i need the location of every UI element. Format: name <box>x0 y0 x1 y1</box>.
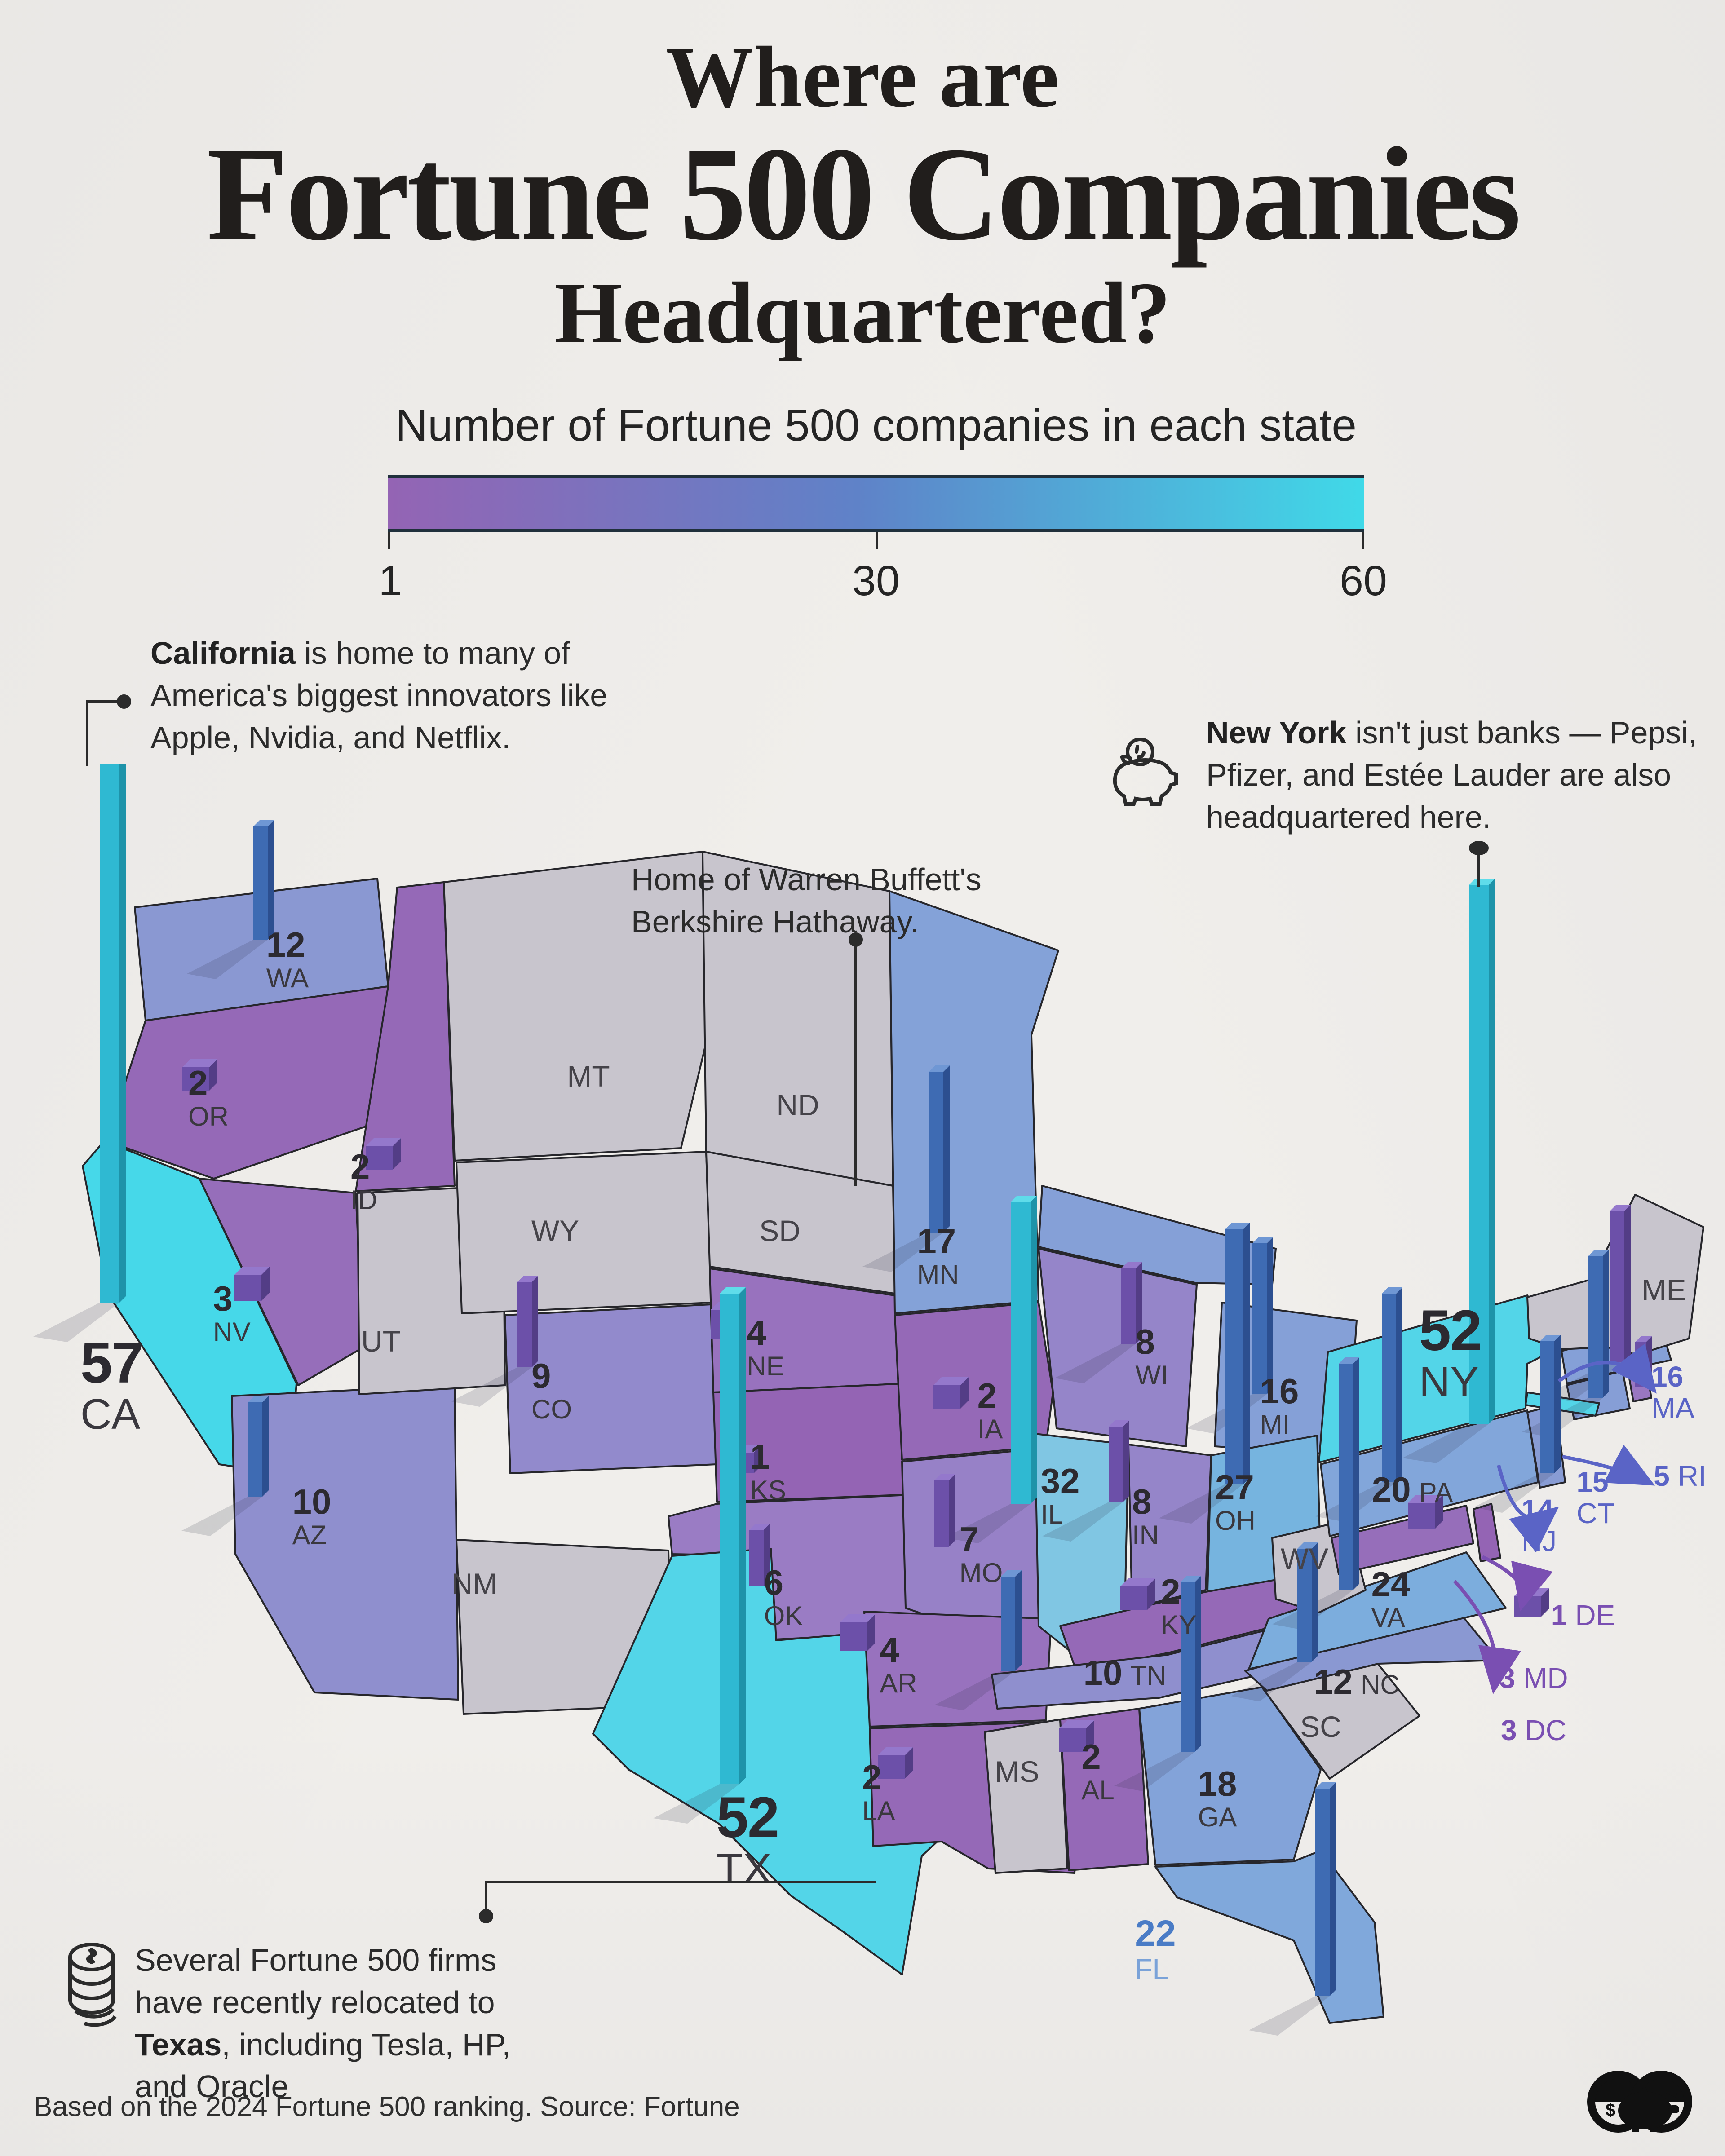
california-note: California is home to many of America's … <box>150 632 681 759</box>
legend-ticks: 1 30 60 <box>379 532 1387 605</box>
bar-shadow-oh <box>1159 1484 1243 1524</box>
source-note: Based on the 2024 Fortune 500 ranking. S… <box>34 2091 740 2122</box>
bar-tx <box>720 1287 746 1784</box>
bar-shadow-mn <box>862 1233 943 1272</box>
legend-tick-max: 60 <box>1340 557 1387 605</box>
bar-shadow-fl <box>1249 1996 1330 2036</box>
bar-ar <box>840 1614 875 1651</box>
bar-mo <box>934 1474 955 1547</box>
bar-co <box>518 1276 538 1367</box>
california-note-lead: California <box>150 636 296 671</box>
texas-note-post: , including Tesla, HP, and Oracle <box>135 2027 511 2104</box>
binoculars-piggy-logo: $ <box>1587 2071 1692 2133</box>
bar-ct <box>1588 1250 1609 1398</box>
legend-caption: Number of Fortune 500 companies in each … <box>395 400 1357 451</box>
bar-md <box>1408 1495 1443 1529</box>
bar-wi <box>1121 1262 1142 1344</box>
state-mt <box>443 851 709 1162</box>
legend-tick-max-mark <box>1362 532 1364 549</box>
bar-ny <box>1469 879 1495 1424</box>
bar-shadow-wa <box>187 940 268 979</box>
bar-va <box>1339 1357 1359 1590</box>
bar-ok <box>749 1524 770 1586</box>
california-note-text: is home to many of America's biggest inn… <box>150 636 608 755</box>
bar-mn <box>929 1065 950 1233</box>
svg-text:$: $ <box>1606 2100 1615 2120</box>
nebraska-note: Home of Warren Buffett's Berkshire Hatha… <box>631 859 1071 943</box>
bar-fl <box>1315 1782 1336 1996</box>
bar-in <box>1109 1420 1129 1502</box>
bar-de <box>1514 1588 1549 1617</box>
legend: Number of Fortune 500 companies in each … <box>379 400 1387 605</box>
texas-note-lead: Texas <box>135 2027 222 2062</box>
state-ny <box>1318 1294 1561 1463</box>
legend-tick-min: 1 <box>378 557 402 605</box>
bar-oh <box>1225 1223 1250 1484</box>
bar-ky <box>1120 1578 1155 1610</box>
header: Where are Fortune 500 Companies Headquar… <box>0 0 1725 359</box>
bar-shadow-wi <box>1055 1344 1136 1383</box>
bar-ca <box>100 764 126 1303</box>
bar-shadow-in <box>1042 1502 1123 1542</box>
bars-3d <box>100 764 1652 1996</box>
state-in <box>1128 1444 1212 1609</box>
bar-ma <box>1610 1205 1631 1362</box>
bar-shadow-tn <box>934 1671 1015 1710</box>
bar-shadow-az <box>181 1497 262 1536</box>
new-york-note-lead: New York <box>1206 715 1347 750</box>
bar-id <box>366 1138 401 1170</box>
new-york-note: New York isn't just banks — Pepsi, Pfize… <box>1206 712 1714 838</box>
nebraska-note-text: Home of Warren Buffett's Berkshire Hatha… <box>631 862 982 939</box>
bar-shadow-ga <box>1114 1752 1195 1791</box>
legend-tick-min-mark <box>388 532 390 549</box>
bar-shadow-ny <box>1402 1424 1489 1463</box>
state-de <box>1473 1503 1501 1562</box>
state-wy <box>456 1151 712 1314</box>
state-fl <box>1154 1850 1384 2024</box>
bar-nv <box>234 1267 270 1301</box>
bar-or <box>182 1059 217 1091</box>
bar-pa <box>1382 1287 1402 1482</box>
state-ms <box>984 1719 1068 1874</box>
bar-la <box>878 1747 913 1779</box>
california-connector-dot <box>117 694 131 709</box>
bar-shadow-nc <box>1231 1662 1312 1701</box>
bar-il <box>1011 1196 1037 1504</box>
new-york-note-text: isn't just banks — Pepsi, Pfizer, and Es… <box>1206 715 1697 835</box>
bar-shadow-il <box>944 1504 1031 1543</box>
bar-az <box>248 1396 269 1497</box>
bar-ri <box>1635 1336 1652 1387</box>
bar-shadow-ca <box>33 1303 119 1342</box>
state-vt-nh <box>1526 1278 1600 1350</box>
page-title: Fortune 500 Companies <box>206 119 1521 268</box>
bar-nc <box>1297 1542 1318 1662</box>
bar-al <box>1059 1720 1094 1752</box>
title-line-3: Headquartered? <box>554 264 1171 362</box>
legend-tick-mid-mark <box>876 532 878 549</box>
piggy-bank-icon <box>1113 738 1178 806</box>
coin-stack-icon <box>68 1943 117 2027</box>
bar-wa <box>253 820 274 940</box>
bar-shadow-tx <box>653 1784 739 1824</box>
bar-nj <box>1540 1335 1561 1473</box>
bar-ia <box>933 1377 969 1409</box>
bar-tn <box>1001 1570 1022 1671</box>
texas-note-pre: Several Fortune 500 firms have recently … <box>135 1943 497 2020</box>
legend-tick-mid: 30 <box>852 557 900 605</box>
bar-mi <box>1252 1237 1273 1394</box>
state-wi <box>1038 1248 1198 1447</box>
title-line-1: Where are <box>666 29 1059 126</box>
legend-colorbar <box>388 475 1364 532</box>
texas-note: Several Fortune 500 firms have recently … <box>135 1940 566 2108</box>
bar-ga <box>1181 1576 1201 1752</box>
bar-shadow-co <box>451 1367 532 1407</box>
us-map <box>33 764 1704 2036</box>
california-connector-line <box>86 700 122 766</box>
